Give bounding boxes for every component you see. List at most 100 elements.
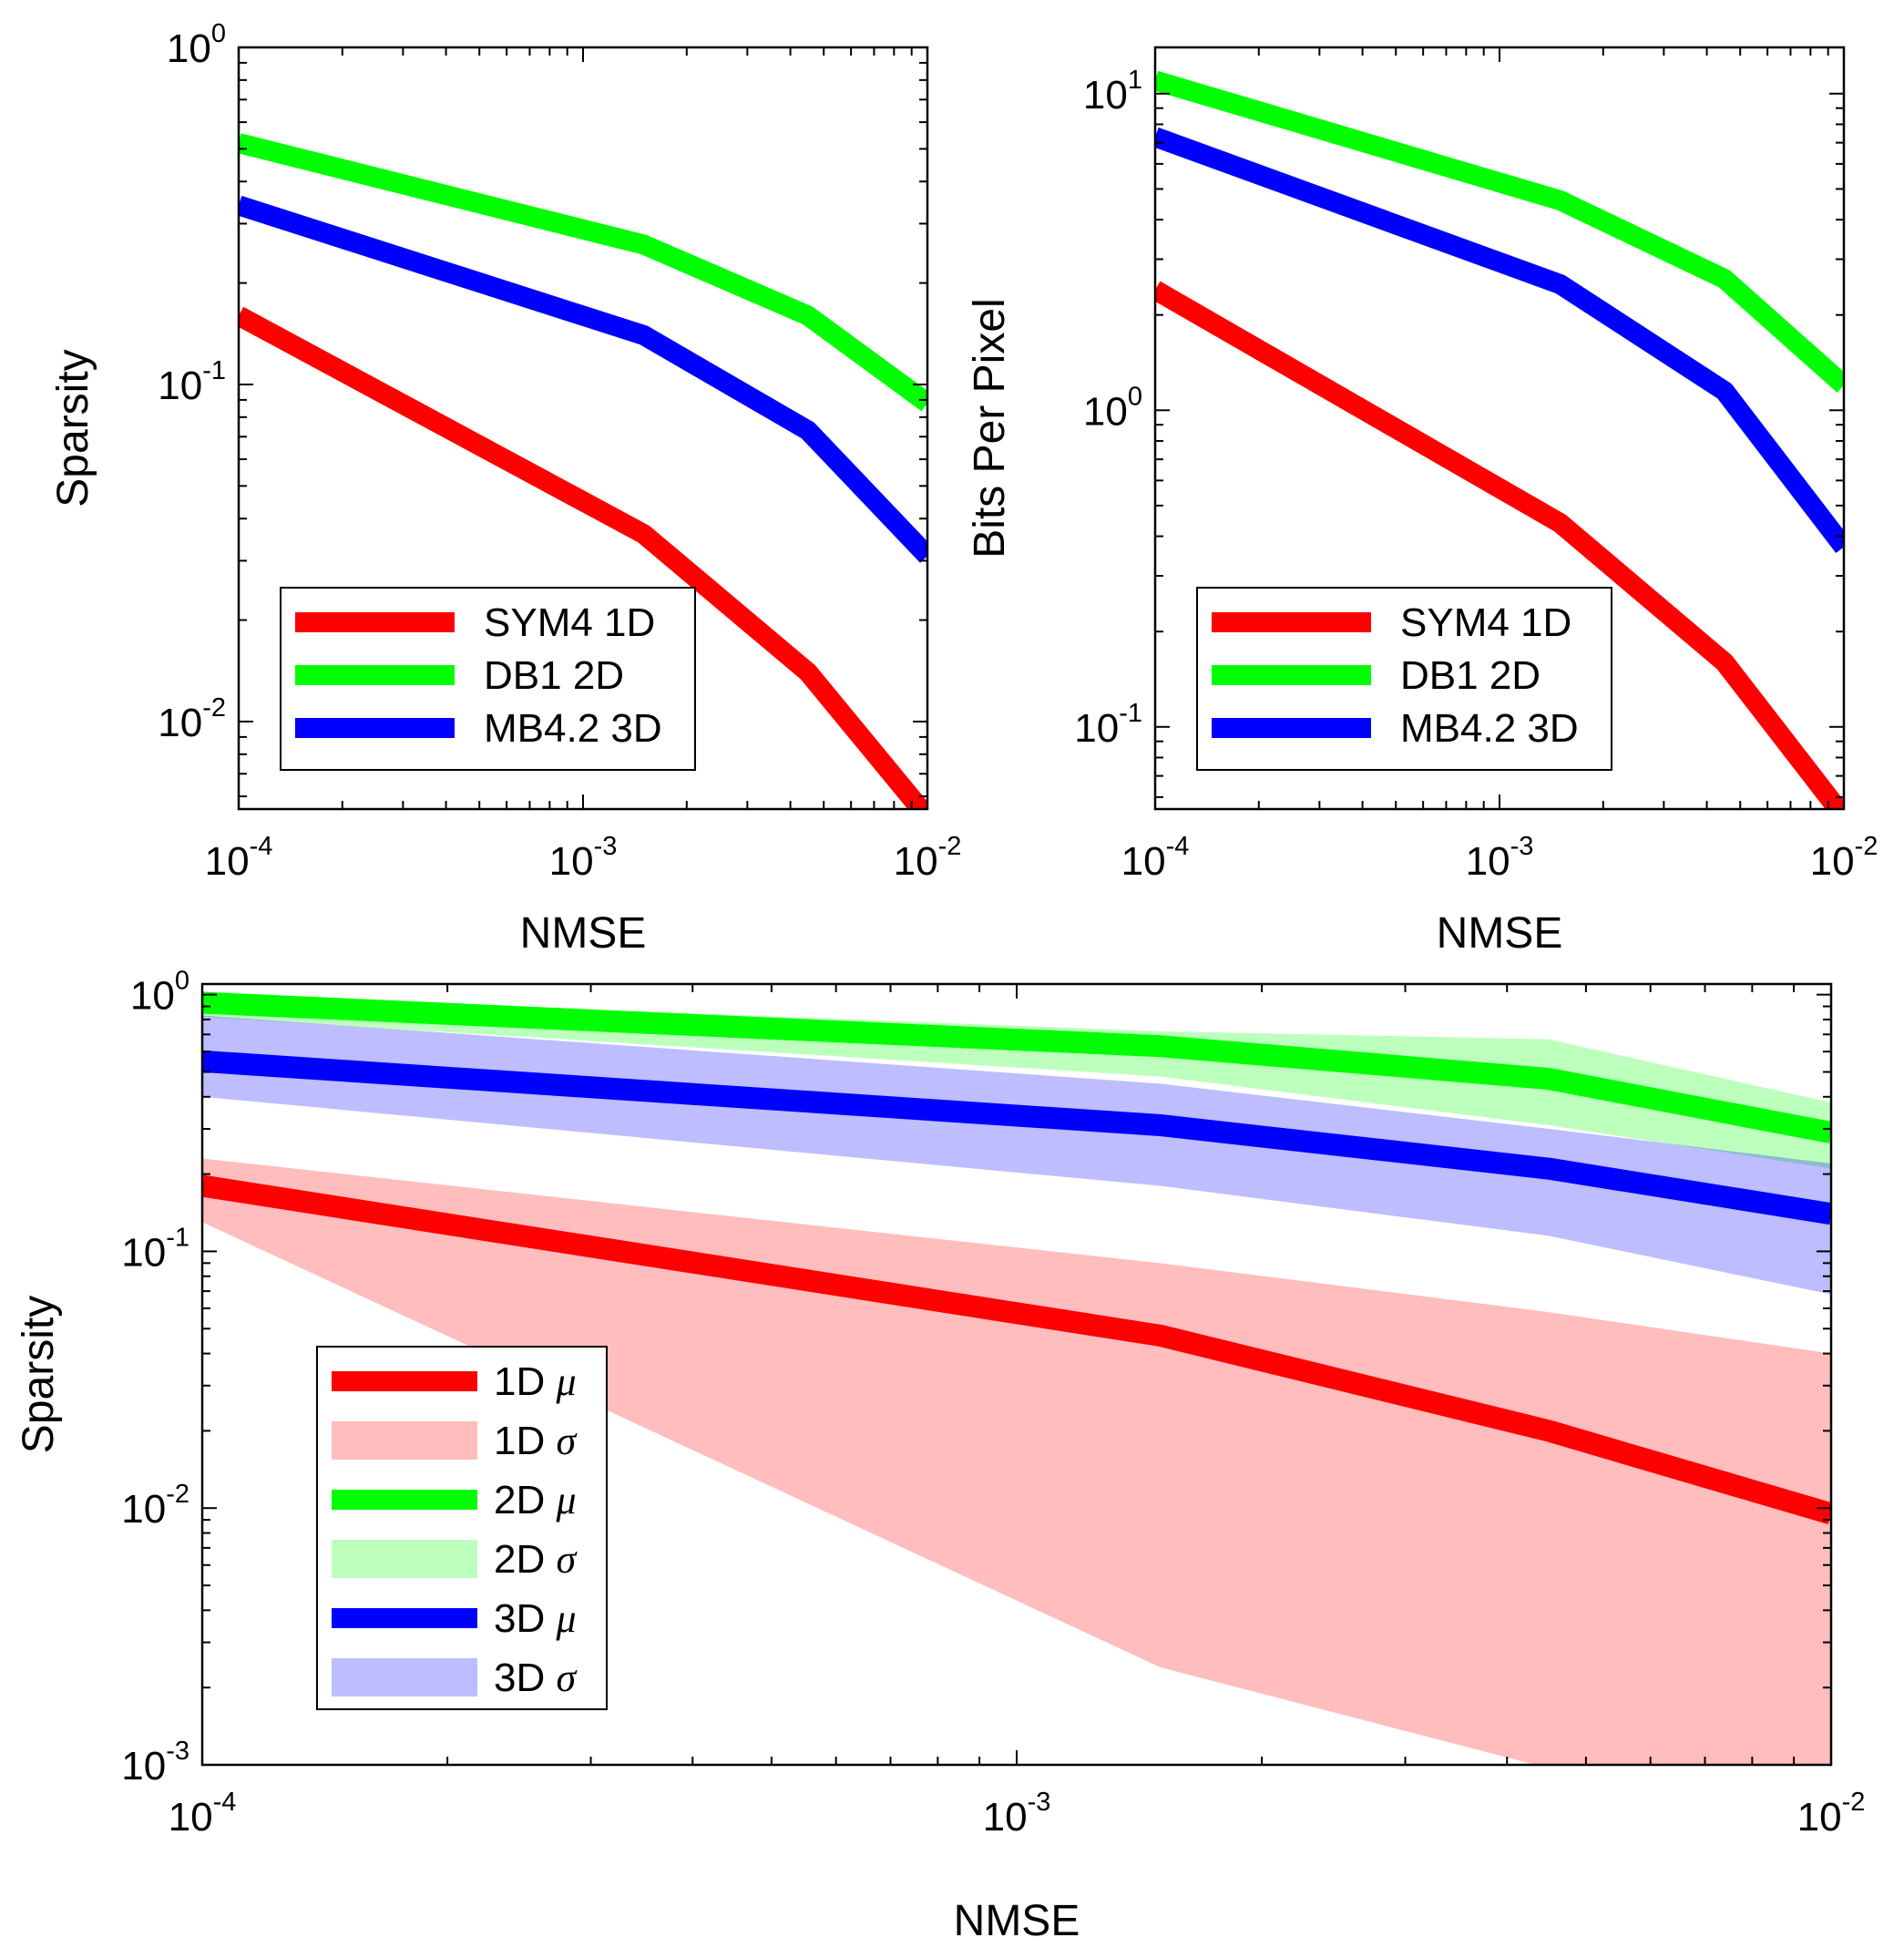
- legend-label: SYM4 1D: [484, 600, 655, 645]
- y-axis-label: Sparsity: [49, 349, 97, 507]
- legend-name: MB4.2 3D: [484, 706, 662, 751]
- legend-name: MB4.2 3D: [1400, 706, 1579, 751]
- tick-exponent: -2: [1842, 1788, 1866, 1817]
- y-tick-label: 100: [1083, 382, 1142, 434]
- tick-exponent: -4: [250, 832, 273, 861]
- tick-base: 10: [158, 364, 202, 408]
- legend-label: 3D σ: [494, 1656, 578, 1700]
- y-tick-label: 101: [1083, 66, 1142, 118]
- tick-exponent: 1: [1128, 66, 1142, 95]
- x-tick-label: 10-2: [1797, 1788, 1866, 1840]
- tick-base: 10: [158, 701, 202, 745]
- tick-exponent: -2: [166, 1480, 189, 1509]
- x-tick-label: 10-2: [894, 832, 962, 884]
- legend-name: SYM4 1D: [1400, 600, 1571, 645]
- legend: SYM4 1D DB1 2D MB4.2 3D: [280, 587, 696, 771]
- sparsity-by-transform-panel: 10-4 10-3 10-210-210-1100NMSESparsitySYM4 …: [49, 19, 961, 958]
- legend-symbol: μ: [555, 1478, 576, 1522]
- legend-name: 3D: [494, 1596, 556, 1641]
- legend-label: 1D μ: [494, 1359, 577, 1404]
- legend-label: 1D σ: [494, 1419, 578, 1463]
- tick-exponent: -4: [1166, 832, 1190, 861]
- tick-base: 10: [169, 1795, 213, 1840]
- tick-base: 10: [121, 1230, 166, 1275]
- plot-content: [202, 991, 1831, 1765]
- tick-exponent: -3: [166, 1737, 189, 1766]
- legend-label: SYM4 1D: [1400, 600, 1571, 645]
- y-axis-label: Bits Per Pixel: [966, 298, 1014, 558]
- legend-box: [316, 1346, 608, 1710]
- tick-base: 10: [1083, 73, 1128, 118]
- tick-exponent: -4: [213, 1788, 237, 1817]
- legend-label: DB1 2D: [484, 653, 624, 698]
- tick-base: 10: [121, 1744, 166, 1789]
- x-tick-label: 10-4: [169, 1788, 237, 1840]
- legend-symbol: σ: [556, 1419, 578, 1463]
- tick-exponent: -2: [938, 832, 962, 861]
- tick-base: 10: [1083, 389, 1128, 434]
- tick-base: 10: [1466, 839, 1510, 884]
- legend-name: SYM4 1D: [484, 600, 655, 645]
- legend-name: 2D: [494, 1478, 556, 1522]
- plot-content: [1155, 70, 1844, 809]
- tick-base: 10: [1074, 706, 1119, 751]
- legend-swatch-band: [332, 1658, 477, 1697]
- tick-base: 10: [121, 1487, 166, 1532]
- y-tick-label: 10-1: [1074, 699, 1142, 751]
- legend-name: 1D: [494, 1419, 556, 1463]
- x-tick-label: 10-3: [549, 832, 618, 884]
- y-tick-label: 10-1: [158, 356, 226, 408]
- tick-exponent: -1: [202, 356, 226, 385]
- ticks: [201, 984, 1832, 1766]
- tick-exponent: -2: [202, 693, 226, 723]
- legend-label: DB1 2D: [1400, 653, 1541, 698]
- tick-exponent: -3: [1510, 832, 1534, 861]
- series-line-db1-2d: [239, 133, 927, 412]
- band-2d-sigma: [202, 994, 1831, 1169]
- x-tick-label: 10-4: [1121, 832, 1190, 884]
- series-line-1d: [202, 1174, 1831, 1525]
- y-tick-label: 10-2: [121, 1480, 189, 1532]
- legend-label: 2D μ: [494, 1478, 577, 1522]
- legend-name: 3D: [494, 1656, 556, 1700]
- tick-exponent: -1: [166, 1223, 189, 1252]
- ticks: [1154, 47, 1845, 809]
- tick-base: 10: [130, 974, 175, 1019]
- legend-label: 2D σ: [494, 1537, 578, 1582]
- legend-name: 2D: [494, 1537, 556, 1582]
- legend-symbol: μ: [555, 1359, 576, 1404]
- x-axis-label: NMSE: [954, 1897, 1080, 1945]
- legend: 1D μ1D σ2D μ2D σ3D μ3D σ: [316, 1346, 608, 1710]
- legend-label: MB4.2 3D: [484, 706, 662, 751]
- legend: SYM4 1D DB1 2D MB4.2 3D: [1196, 587, 1612, 771]
- band-1d-sigma: [202, 1158, 1831, 1765]
- ticks: [238, 46, 928, 809]
- legend-swatch-band: [332, 1421, 477, 1460]
- legend-symbol: σ: [556, 1656, 578, 1700]
- tick-base: 10: [894, 839, 938, 884]
- plot-content: [239, 133, 927, 809]
- series-line-mb4-2-3d: [239, 195, 927, 563]
- tick-exponent: 0: [1128, 382, 1142, 411]
- tick-exponent: 0: [211, 19, 226, 48]
- x-tick-label: 10-3: [1466, 832, 1534, 884]
- x-axis-label: NMSE: [520, 909, 647, 958]
- tick-base: 10: [1121, 839, 1166, 884]
- tick-base: 10: [1797, 1795, 1842, 1840]
- legend-symbol: μ: [555, 1596, 576, 1641]
- legend-name: 1D: [494, 1359, 556, 1404]
- legend-label: MB4.2 3D: [1400, 706, 1579, 751]
- tick-exponent: -2: [1855, 832, 1878, 861]
- y-tick-label: 10-2: [158, 693, 226, 745]
- series-line-db1-2d: [1155, 70, 1844, 393]
- legend-name: DB1 2D: [1400, 653, 1541, 698]
- legend-name: DB1 2D: [484, 653, 624, 698]
- tick-exponent: -1: [1119, 699, 1142, 728]
- legend-label: 3D μ: [494, 1596, 577, 1641]
- y-tick-label: 100: [167, 19, 226, 71]
- tick-base: 10: [167, 26, 211, 71]
- y-tick-label: 100: [130, 967, 189, 1019]
